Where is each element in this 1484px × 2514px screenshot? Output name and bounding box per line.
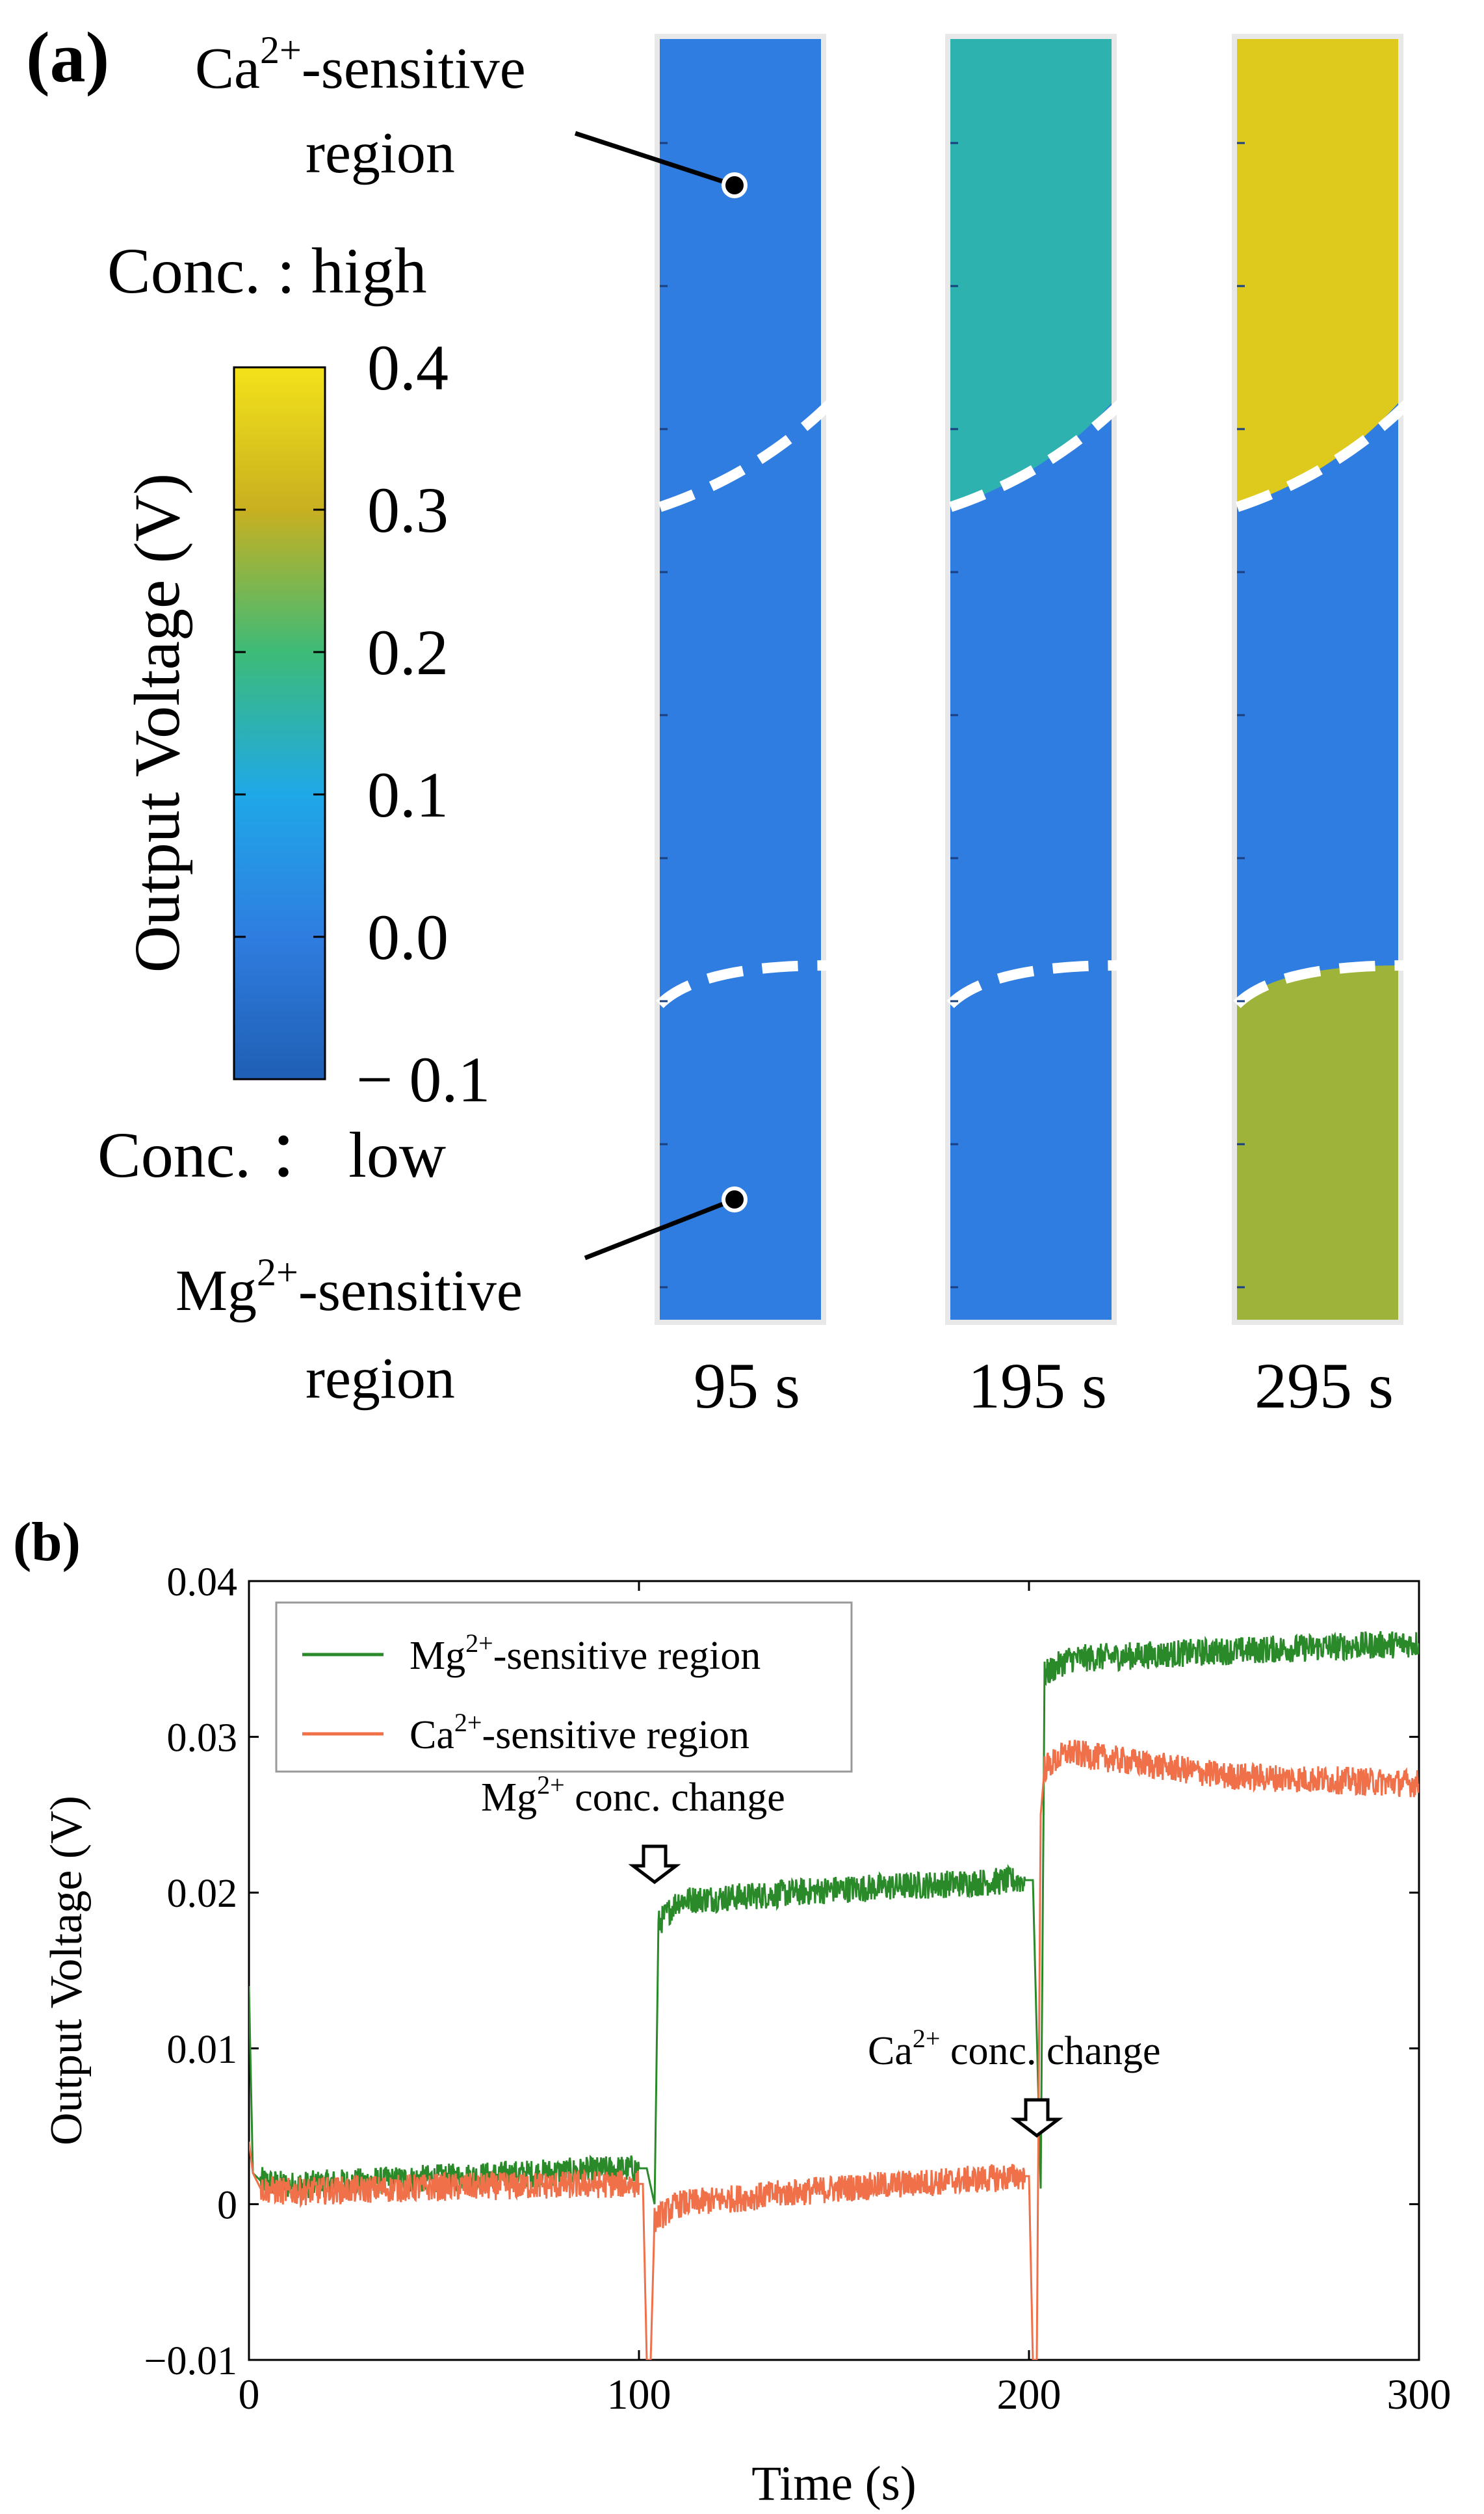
y-tick-label: 0.03 <box>167 1716 238 1761</box>
panel-b-label: (b) <box>13 1512 81 1573</box>
mg-region-fill <box>950 965 1112 1320</box>
colorbar-gradient <box>233 366 326 1080</box>
colorbar-label: Output Voltage (V) <box>121 473 193 973</box>
legend-items: Mg2+-sensitive region Ca2+-sensitive regi… <box>302 1629 761 1757</box>
ca-region-label: Ca2+-sensitive <box>195 29 526 101</box>
ca-region-label-line2: region <box>306 121 455 185</box>
ca-region-fill <box>950 39 1112 507</box>
legend-label: Mg2+-sensitive region <box>410 1629 761 1678</box>
series-line-ca <box>249 1739 1419 2360</box>
mg-region-fill <box>1237 965 1398 1320</box>
frame-2: 195 s <box>945 34 1125 1422</box>
legend: Mg2+-sensitive region Ca2+-sensitive regi… <box>275 1601 853 1773</box>
series-lines <box>249 1630 1419 2360</box>
mg-boundary-dashed <box>1233 960 1405 1008</box>
x-axis-label: Time (s) <box>751 2457 917 2511</box>
panel-a: (a) Ca2+-sensitive region Conc. : high C… <box>26 18 1412 1422</box>
x-tick-label: 300 <box>1387 2371 1451 2418</box>
mg-region-fill <box>660 965 821 1320</box>
colorbar-tick-label: 0.3 <box>367 474 449 546</box>
mg-region-label: Mg2+-sensitive <box>176 1251 523 1323</box>
conc-high-label: Conc. : high <box>107 235 427 307</box>
x-tick-label: 0 <box>239 2371 260 2418</box>
frame-time-label: 195 s <box>968 1350 1107 1422</box>
y-tick-label: 0.01 <box>167 2028 238 2072</box>
mg-boundary-dashed <box>656 960 828 1008</box>
legend-box <box>275 1601 853 1773</box>
y-tick-label: −0.01 <box>144 2339 237 2383</box>
ca-region-dot <box>722 172 748 198</box>
colorbar-tick-label: 0.4 <box>367 332 449 404</box>
x-tick-label: 100 <box>607 2371 671 2418</box>
colorbar: Output Voltage (V) 0.4 0.3 0.2 0.1 0.0 − 0.1 <box>121 332 490 1116</box>
ca-boundary-dashed <box>1235 399 1412 512</box>
frame-time-label: 95 s <box>694 1350 800 1422</box>
ca-region-pointer <box>574 131 736 188</box>
colorbar-tick-label: − 0.1 <box>356 1043 490 1116</box>
annotation-arrow <box>628 1844 681 1885</box>
ca-region-fill <box>660 39 821 507</box>
mg-boundary-dashed <box>946 960 1119 1008</box>
colorbar-tick-label: 0.2 <box>367 616 449 688</box>
ca-boundary-dashed <box>658 399 835 512</box>
legend-label: Ca2+-sensitive region <box>410 1708 749 1757</box>
ca-boundary-dashed <box>948 399 1125 512</box>
annotation-arrow <box>1010 2098 1063 2138</box>
y-tick-label: 0.02 <box>167 1872 238 1916</box>
colorbar-ticks: 0.4 0.3 0.2 0.1 0.0 − 0.1 <box>234 332 490 1116</box>
annotation-label: Ca2+ conc. change <box>868 2024 1161 2073</box>
mg-region-pointer <box>584 1197 736 1261</box>
conc-low-label: Conc. ： low <box>98 1119 446 1191</box>
colorbar-tick-label: 0.1 <box>367 759 449 831</box>
x-tick-label: 200 <box>997 2371 1061 2418</box>
annotation-label: Mg2+ conc. change <box>481 1770 785 1820</box>
annotations: Mg2+ conc. change Ca2+ conc. change <box>481 1770 1161 2138</box>
frame-time-label: 295 s <box>1255 1350 1394 1422</box>
y-tick-label: 0.04 <box>167 1560 238 1604</box>
y-axis-label: Output Voltage (V) <box>42 1796 92 2145</box>
ca-region-fill <box>1237 39 1398 507</box>
mg-region-dot <box>722 1186 748 1212</box>
frame-1: 95 s <box>655 34 835 1422</box>
colorbar-tick-label: 0.0 <box>367 901 449 973</box>
y-tick-label: 0 <box>217 2183 237 2227</box>
frame-3: 295 s <box>1232 34 1412 1422</box>
mg-region-label-line2: region <box>306 1346 455 1411</box>
frames: 95 s 195 s 295 s <box>655 34 1412 1422</box>
panel-a-label: (a) <box>26 18 109 97</box>
